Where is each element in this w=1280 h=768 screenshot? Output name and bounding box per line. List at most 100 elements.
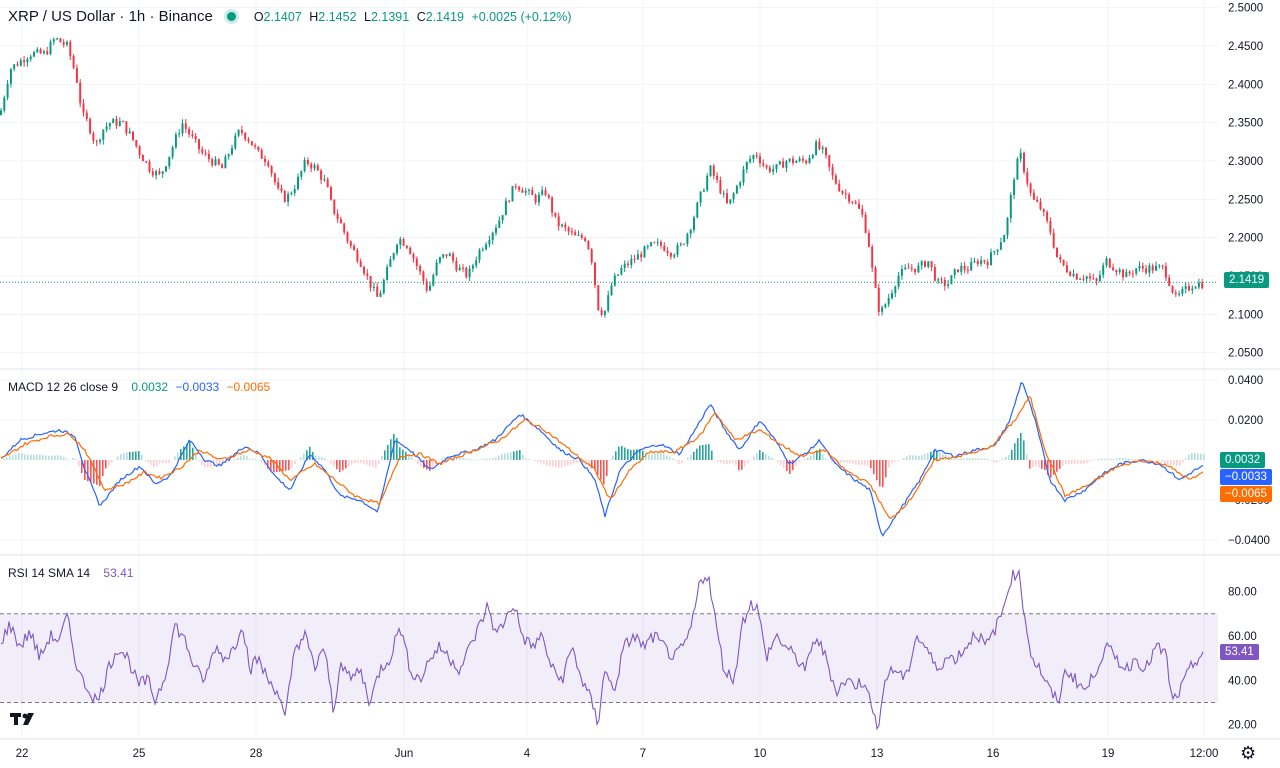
candle-body [805,160,808,164]
macd-histogram-bar [1059,460,1061,469]
macd-histogram-bar [1152,460,1154,461]
macd-histogram-bar [108,460,110,466]
candle-body [712,165,715,176]
macd-histogram-bar [990,459,992,461]
candle-body [19,60,22,66]
candle-body [419,265,422,272]
macd-histogram-bar [1095,459,1097,461]
candle-body [683,243,686,245]
macd-histogram-bar [285,460,287,471]
macd-pane [0,382,1205,537]
candle-body [231,148,233,155]
symbol-title[interactable]: XRP / US Dollar · 1h · Binance [8,8,213,25]
candle-body [986,261,989,266]
macd-histogram-bar [381,455,383,460]
macd-histogram-bar [114,459,116,461]
macd-histogram-bar [591,460,593,469]
candle-body [749,158,752,162]
macd-histogram-bar [354,460,356,463]
candle-body [762,163,765,166]
candle-body [462,267,464,269]
candle-body [636,254,639,260]
candle-body [1171,285,1174,293]
time-tick-label: Jun [395,748,414,760]
candle-body [396,244,398,254]
candle-body [607,295,610,311]
macd-histogram-bar [471,459,473,461]
candle-body [518,186,521,190]
macd-histogram-bar [549,460,551,466]
candle-body [306,159,309,164]
macd-histogram-bar [1119,457,1121,460]
settings-gear-icon[interactable]: ⚙ [1240,743,1257,763]
macd-histogram-bar [258,459,260,461]
candle-body [323,179,326,181]
macd-histogram-bar [105,460,107,469]
macd-histogram-bar [90,460,92,483]
macd-histogram-bar [384,450,386,460]
candle-body [191,134,194,136]
candle-body [567,227,570,232]
macd-histogram-bar [1083,460,1085,464]
macd-histogram-bar [78,460,80,466]
macd-histogram-bar [180,449,182,460]
candle-body [1049,220,1052,233]
macd-histogram-bar [627,449,629,460]
macd-histogram-bar [273,460,275,473]
rsi-line [0,568,1204,731]
macd-histogram-bar [807,457,809,460]
macd-histogram-bar [147,460,149,463]
candle-body [851,201,854,203]
candle-body [1131,273,1134,275]
macd-legend-name[interactable]: MACD 12 26 close 9 [8,380,119,394]
tradingview-logo-icon[interactable] [10,710,38,728]
candle-body [990,252,992,266]
candle-body [161,171,164,174]
macd-histogram-bar [327,460,329,461]
macd-histogram-bar [630,449,632,460]
macd-histogram-bar [963,458,965,460]
macd-histogram-bar [1038,460,1040,468]
candle-body [973,261,976,263]
candle-body [759,156,761,164]
macd-histogram-bar [663,454,665,460]
macd-histogram-bar [1158,460,1160,461]
candle-body [1039,201,1042,210]
candle-body [603,310,606,315]
macd-histogram-bar [312,451,314,460]
macd-histogram-bar [522,454,524,460]
candle-body [848,194,851,202]
macd-histogram-bar [720,460,722,463]
macd-histogram-bar [117,456,119,460]
time-tick-label: 12:00 [1190,748,1219,760]
macd-histogram-bar [429,460,431,471]
macd-histogram-bar [1056,460,1058,472]
candle-body [240,129,243,133]
candle-body [696,202,699,218]
candle-body [1191,288,1194,291]
candle-body [772,168,775,172]
macd-histogram-bar [858,460,860,465]
macd-histogram-bar [75,459,77,460]
candle-body [1201,282,1204,289]
macd-histogram-bar [255,459,257,461]
macd-histogram-bar [705,444,707,460]
macd-histogram-bar [921,455,923,460]
macd-histogram-bar [408,454,410,460]
macd-histogram-bar [231,460,233,461]
candle-body [554,212,557,217]
candle-body [610,285,613,296]
time-tick-label: 4 [524,748,531,760]
macd-histogram-bar [1011,449,1013,460]
macd-histogram-bar [141,454,143,460]
macd-histogram-bar [969,458,971,460]
macd-histogram-bar [342,460,344,471]
rsi-legend-name[interactable]: RSI 14 SMA 14 [8,566,91,580]
candle-body [663,245,666,251]
candle-body [122,121,125,123]
macd-histogram-bar [615,451,617,460]
candle-body [1112,267,1115,271]
candle-body [544,190,547,196]
macd-histogram-bar [765,453,767,460]
macd-histogram-bar [159,460,161,464]
